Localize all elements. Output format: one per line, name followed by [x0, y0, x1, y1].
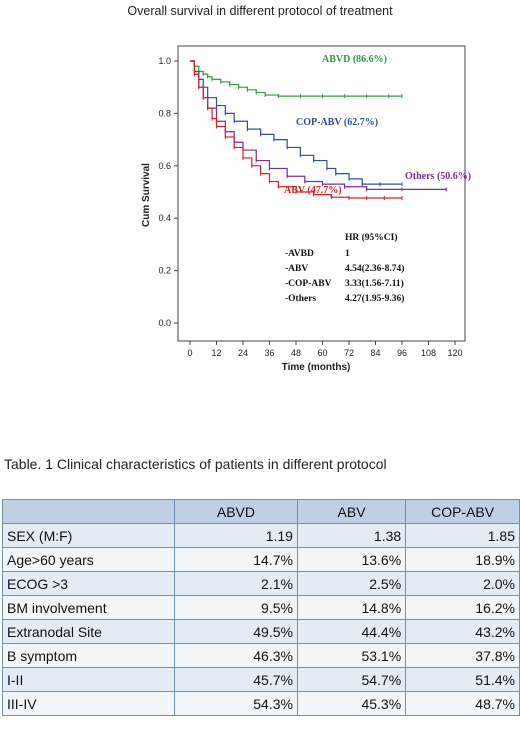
hr-row-value: 3.33(1.56-7.11) — [345, 278, 404, 289]
table-cell: 1.85 — [405, 523, 520, 548]
hr-row-value: 4.54(2.36-8.74) — [345, 263, 404, 274]
x-tick-label: 60 — [317, 348, 327, 358]
x-tick-label: 108 — [421, 348, 436, 358]
table-cell: 2.5% — [296, 571, 407, 596]
x-tick-label: 72 — [344, 348, 354, 358]
series-line — [190, 60, 402, 97]
x-tick-label: 48 — [291, 348, 301, 358]
table-row: Age>60 years 14.7% 13.6% 18.9% — [2, 547, 520, 572]
hr-row-label: -Others — [285, 294, 316, 304]
hr-row-label: -COP-ABV — [285, 279, 332, 289]
table-cell: 1.38 — [296, 523, 407, 548]
row-label: BM involvement — [2, 595, 175, 620]
series-label: COP-ABV (62.7%) — [296, 117, 378, 128]
table-cell: 18.9% — [405, 547, 520, 572]
table-cell: 43.2% — [405, 619, 520, 644]
x-tick-label: 12 — [211, 348, 221, 358]
series-label: ABVD (86.6%) — [322, 54, 387, 65]
series-labels: ABVD (86.6%) COP-ABV (62.7%) Others (50.6%… — [284, 54, 471, 196]
hr-row-value: 1 — [345, 249, 350, 259]
x-tick-label: 36 — [264, 348, 274, 358]
table-row: ECOG >3 2.1% 2.5% 2.0% — [2, 571, 520, 596]
table-cell: 54.3% — [173, 691, 298, 716]
table-header-row: ABVD ABV COP-ABV — [2, 499, 520, 524]
table-row: SEX (M:F) 1.19 1.38 1.85 — [2, 523, 520, 548]
row-label: Age>60 years — [2, 547, 175, 572]
table-cell: 2.1% — [173, 571, 298, 596]
table-cell: 51.4% — [405, 667, 520, 692]
series-label: ABV (47.7%) — [284, 185, 342, 196]
series-line — [190, 60, 402, 199]
y-tick-label: 0.4 — [158, 213, 171, 223]
survival-chart: 0 12 24 36 48 60 72 84 96 108 120 0.0 0.2 0.4 0.6 0.8 1.… — [141, 45, 471, 373]
hr-table: HR (95%CI) -AVBD 1 -ABV 4.54(2.36-8.74) -COP-… — [285, 232, 404, 304]
table-cell: 37.8% — [405, 643, 520, 668]
table-cell: 1.19 — [173, 523, 298, 548]
table-header-cell: ABV — [296, 499, 407, 524]
row-label: SEX (M:F) — [2, 523, 175, 548]
table-row: III-IV 54.3% 45.3% 48.7% — [2, 691, 520, 716]
table-cell: 14.8% — [296, 595, 407, 620]
table-caption: Table. 1 Clinical characteristics of pat… — [4, 456, 387, 472]
table-cell: 54.7% — [296, 667, 407, 692]
hr-row-label: -AVBD — [285, 249, 314, 259]
x-tick-label: 0 — [187, 348, 192, 358]
hr-header: HR (95%CI) — [345, 232, 398, 243]
row-label: Extranodal Site — [2, 619, 175, 644]
table-row: BM involvement 9.5% 14.8% 16.2% — [2, 595, 520, 620]
table-cell: 9.5% — [173, 595, 298, 620]
table-cell: 44.4% — [296, 619, 407, 644]
chart-title: Overall survival in different protocol o… — [127, 4, 393, 18]
x-tick-label: 24 — [238, 348, 248, 358]
series-label: Others (50.6%) — [405, 171, 471, 182]
clinical-table: ABVD ABV COP-ABV SEX (M:F) 1.19 1.38 1.8… — [2, 499, 520, 716]
x-tick-label: 84 — [370, 348, 380, 358]
axes: 0 12 24 36 48 60 72 84 96 108 120 0.0 0.2 0.4 0.6 0.8 1.… — [158, 56, 462, 358]
row-label: B symptom — [2, 643, 175, 668]
table-cell: 2.0% — [405, 571, 520, 596]
table-header-cell: COP-ABV — [405, 499, 520, 524]
y-axis-label: Cum Survival — [141, 163, 152, 227]
x-tick-label: 96 — [397, 348, 407, 358]
table-header-cell: ABVD — [173, 499, 298, 524]
y-tick-label: 0.6 — [158, 161, 171, 171]
hr-row-value: 4.27(1.95-9.36) — [345, 293, 404, 304]
y-tick-label: 0.8 — [158, 108, 171, 118]
y-tick-label: 1.0 — [158, 56, 171, 66]
x-tick-label: 120 — [447, 348, 462, 358]
x-axis-label: Time (months) — [282, 362, 351, 373]
table-row: I-II 45.7% 54.7% 51.4% — [2, 667, 520, 692]
row-label: I-II — [2, 667, 175, 692]
table-header-cell — [2, 499, 175, 524]
table-cell: 14.7% — [173, 547, 298, 572]
table-cell: 49.5% — [173, 619, 298, 644]
table-cell: 16.2% — [405, 595, 520, 620]
table-cell: 13.6% — [296, 547, 407, 572]
table-row: B symptom 46.3% 53.1% 37.8% — [2, 643, 520, 668]
row-label: III-IV — [2, 691, 175, 716]
table-cell: 46.3% — [173, 643, 298, 668]
table-cell: 53.1% — [296, 643, 407, 668]
y-tick-label: 0.2 — [158, 266, 171, 276]
series-group — [190, 60, 447, 201]
plot-frame — [177, 45, 466, 342]
table-cell: 45.3% — [296, 691, 407, 716]
row-label: ECOG >3 — [2, 571, 175, 596]
y-tick-label: 0.0 — [158, 318, 171, 328]
table-cell: 45.7% — [173, 667, 298, 692]
table-cell: 48.7% — [405, 691, 520, 716]
hr-row-label: -ABV — [285, 264, 308, 274]
table-row: Extranodal Site 49.5% 44.4% 43.2% — [2, 619, 520, 644]
